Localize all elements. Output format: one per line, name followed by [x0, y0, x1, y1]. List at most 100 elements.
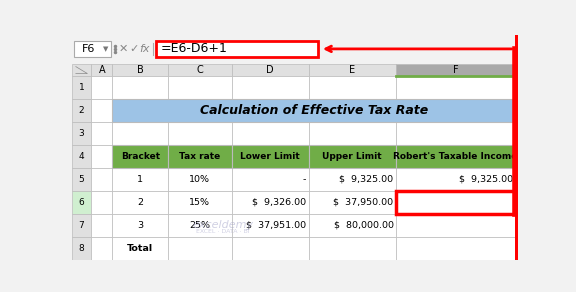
Text: 2: 2	[137, 198, 143, 207]
Text: ✕: ✕	[119, 44, 128, 54]
Bar	[112, 145, 168, 168]
Text: 1: 1	[137, 175, 143, 184]
Bar	[309, 237, 396, 260]
Bar	[112, 76, 168, 99]
Bar	[309, 214, 396, 237]
Bar	[396, 64, 516, 76]
Bar	[232, 99, 309, 122]
Text: -: -	[303, 175, 306, 184]
Bar	[309, 99, 396, 122]
Bar	[168, 122, 232, 145]
Bar	[91, 191, 112, 214]
Bar	[91, 76, 112, 99]
Bar	[72, 64, 91, 76]
Text: $  9,326.00: $ 9,326.00	[252, 198, 306, 207]
Text: Lower Limit: Lower Limit	[240, 152, 300, 161]
Text: fx: fx	[139, 44, 150, 54]
Bar	[112, 191, 168, 214]
Text: 3: 3	[79, 129, 85, 138]
Bar	[168, 145, 232, 168]
Text: 25%: 25%	[190, 221, 210, 230]
Bar	[72, 145, 91, 168]
Text: EXCEL · DATA · BI: EXCEL · DATA · BI	[196, 229, 250, 234]
Text: 15%: 15%	[190, 198, 210, 207]
Bar	[91, 237, 112, 260]
Bar	[91, 64, 112, 76]
Bar	[396, 214, 516, 237]
Bar	[168, 191, 232, 214]
Bar	[232, 191, 309, 214]
Bar	[396, 76, 516, 99]
Bar	[91, 122, 112, 145]
Bar	[112, 168, 168, 191]
Bar	[516, 35, 518, 260]
Bar	[72, 99, 91, 122]
Bar	[396, 191, 516, 214]
Bar	[396, 99, 516, 122]
Bar	[156, 41, 319, 57]
Bar	[232, 237, 309, 260]
Text: $  9,325.00: $ 9,325.00	[339, 175, 393, 184]
Text: 7: 7	[79, 221, 85, 230]
Text: $  80,000.00: $ 80,000.00	[334, 221, 393, 230]
Bar	[232, 122, 309, 145]
Text: 2: 2	[79, 106, 85, 115]
Text: Tax rate: Tax rate	[179, 152, 221, 161]
Text: ▼: ▼	[104, 46, 109, 52]
Bar	[232, 168, 309, 191]
Bar	[396, 145, 516, 168]
Bar	[396, 237, 516, 260]
Bar	[72, 76, 91, 99]
Text: B: B	[137, 65, 143, 75]
Text: ✓: ✓	[130, 44, 139, 54]
Bar	[309, 145, 396, 168]
Bar	[232, 76, 309, 99]
Bar	[112, 145, 168, 168]
Text: Upper Limit: Upper Limit	[323, 152, 382, 161]
Bar	[309, 76, 396, 99]
Text: 10%: 10%	[190, 175, 210, 184]
Bar	[309, 64, 396, 76]
Text: =E6-D6+1: =E6-D6+1	[160, 42, 227, 55]
Bar	[74, 41, 111, 57]
Text: A: A	[98, 65, 105, 75]
Bar	[168, 237, 232, 260]
Bar	[112, 99, 168, 122]
Text: Calculation of Effective Tax Rate: Calculation of Effective Tax Rate	[200, 104, 428, 117]
Bar	[168, 99, 232, 122]
Bar	[309, 168, 396, 191]
Text: 1: 1	[79, 83, 85, 92]
Text: Total: Total	[127, 244, 153, 253]
Bar	[232, 145, 309, 168]
Text: F6: F6	[82, 44, 96, 54]
Bar	[91, 168, 112, 191]
Bar	[309, 145, 396, 168]
Bar	[91, 99, 112, 122]
Bar	[72, 168, 91, 191]
Bar	[112, 237, 168, 260]
Text: 6: 6	[79, 198, 85, 207]
Bar	[168, 168, 232, 191]
Bar	[72, 122, 91, 145]
Text: 4: 4	[79, 152, 85, 161]
Bar	[112, 122, 168, 145]
Text: $  37,950.00: $ 37,950.00	[334, 198, 393, 207]
Text: F: F	[453, 65, 458, 75]
Bar	[72, 237, 91, 260]
Bar	[396, 168, 516, 191]
Bar	[396, 191, 516, 214]
Bar	[112, 64, 168, 76]
Bar	[72, 35, 518, 64]
Bar	[232, 214, 309, 237]
Text: 8: 8	[79, 244, 85, 253]
Bar	[91, 214, 112, 237]
Bar	[309, 191, 396, 214]
Text: D: D	[266, 65, 274, 75]
Text: exceldemy: exceldemy	[192, 220, 253, 230]
Bar	[168, 76, 232, 99]
Text: 3: 3	[137, 221, 143, 230]
Bar	[112, 99, 516, 122]
Bar	[232, 145, 309, 168]
Bar	[168, 64, 232, 76]
Text: 5: 5	[79, 175, 85, 184]
